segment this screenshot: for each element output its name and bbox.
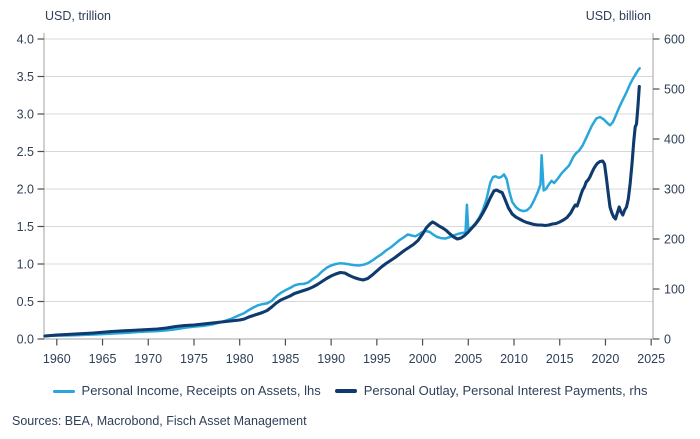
y-left-tick-label: 4.0 (17, 33, 34, 47)
series-line-1 (43, 84, 641, 338)
y-right-tick-label: 0 (664, 333, 671, 347)
y-left-tick-label: 0.5 (17, 295, 34, 309)
left-axis-unit-label: USD, trillion (45, 9, 111, 23)
x-tick-label: 2000 (409, 352, 437, 366)
chart-canvas: 4.0 3.5 3.0 2.5 2.0 1.5 1.0 0.5 0.0 600 500 400 300 2… (17, 9, 685, 366)
y-left-tick-label: 1.5 (17, 220, 34, 234)
x-tick-label: 1970 (134, 352, 162, 366)
x-tick-label: 2010 (500, 352, 528, 366)
y-right-tick-label: 500 (664, 83, 685, 97)
y-right-tick-label: 200 (664, 233, 685, 247)
x-tick-label: 1965 (89, 352, 117, 366)
series-group (43, 67, 641, 338)
gridlines-group (44, 38, 653, 340)
x-tick-label: 2015 (546, 352, 574, 366)
sources-note: Sources: BEA, Macrobond, Fisch Asset Man… (12, 414, 307, 428)
axes-group (37, 33, 660, 346)
series-line-0 (43, 67, 641, 338)
y-right-tick-label: 100 (664, 283, 685, 297)
y-right-tick-label: 300 (664, 183, 685, 197)
y-left-tick-label: 2.5 (17, 145, 34, 159)
x-tick-label: 1960 (43, 352, 71, 366)
legend-marker-personal-income (52, 389, 75, 393)
legend-marker-personal-outlay (334, 389, 357, 393)
x-tick-label: 1985 (271, 352, 299, 366)
x-tick-label: 1990 (317, 352, 345, 366)
x-tick-label: 2005 (454, 352, 482, 366)
y-left-tick-label: 0.0 (17, 333, 34, 347)
x-tick-label: 2025 (637, 352, 665, 366)
y-left-tick-label: 3.5 (17, 70, 34, 84)
y-left-tick-label: 2.0 (17, 183, 34, 197)
x-tick-label: 1995 (363, 352, 391, 366)
x-tick-label: 1975 (180, 352, 208, 366)
right-axis-unit-label: USD, billion (586, 9, 651, 23)
legend-item-personal-outlay: Personal Outlay, Personal Interest Payme… (334, 383, 648, 399)
chart-legend: Personal Income, Receipts on Assets, lhs… (0, 383, 700, 399)
y-left-tick-label: 1.0 (17, 258, 34, 272)
y-right-tick-label: 600 (664, 33, 685, 47)
x-tick-label: 1980 (226, 352, 254, 366)
legend-label-personal-income: Personal Income, Receipts on Assets, lhs (81, 383, 321, 398)
legend-label-personal-outlay: Personal Outlay, Personal Interest Payme… (363, 383, 648, 398)
y-left-tick-label: 3.0 (17, 108, 34, 122)
x-tick-label: 2020 (592, 352, 620, 366)
legend-item-personal-income: Personal Income, Receipts on Assets, lhs (52, 383, 321, 399)
labels-group: 4.0 3.5 3.0 2.5 2.0 1.5 1.0 0.5 0.0 600 500 400 300 2… (17, 9, 685, 366)
y-right-tick-label: 400 (664, 133, 685, 147)
